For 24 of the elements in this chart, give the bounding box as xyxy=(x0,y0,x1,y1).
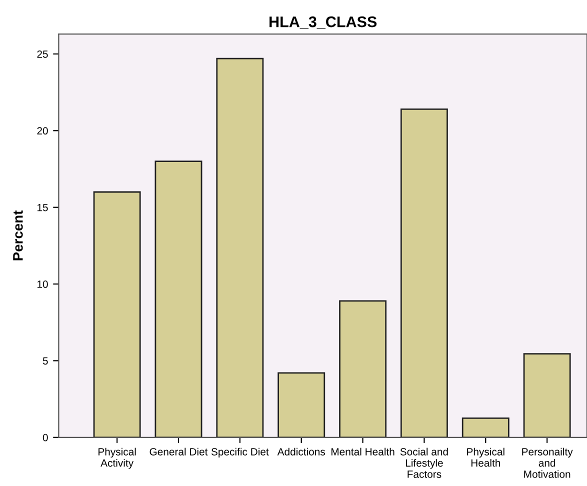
bar xyxy=(93,191,141,438)
x-tick-label: Specific Diet xyxy=(211,448,269,458)
x-tick-label: Physical Activity xyxy=(98,448,136,469)
bar xyxy=(216,58,264,438)
y-tick-label: 0 xyxy=(42,434,48,442)
bar xyxy=(154,160,202,438)
y-tick-label: 15 xyxy=(37,204,48,212)
y-tick-label: 5 xyxy=(42,357,48,365)
x-tick-label: General Diet xyxy=(150,448,208,456)
bar xyxy=(462,418,510,438)
x-tick-label: Physical Health xyxy=(467,448,504,467)
x-tick-label: Mental Health xyxy=(332,448,394,456)
chart-title: HLA_3_CLASS xyxy=(270,16,377,29)
x-tick-label: Addictions xyxy=(277,448,326,456)
bar xyxy=(400,108,448,438)
y-axis-title: Percent xyxy=(13,210,23,260)
y-tick-label: 10 xyxy=(37,280,48,288)
y-tick-label: 20 xyxy=(37,127,48,135)
x-tick-label: Social and Lifestyle Factors xyxy=(400,448,448,478)
x-tick-label: Personailty and Motivation xyxy=(522,448,573,478)
bar xyxy=(339,300,387,438)
bar xyxy=(278,372,326,438)
y-tick-label: 25 xyxy=(37,50,48,58)
bar xyxy=(523,353,571,438)
